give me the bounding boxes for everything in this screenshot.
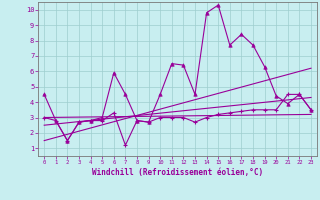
X-axis label: Windchill (Refroidissement éolien,°C): Windchill (Refroidissement éolien,°C) bbox=[92, 168, 263, 177]
